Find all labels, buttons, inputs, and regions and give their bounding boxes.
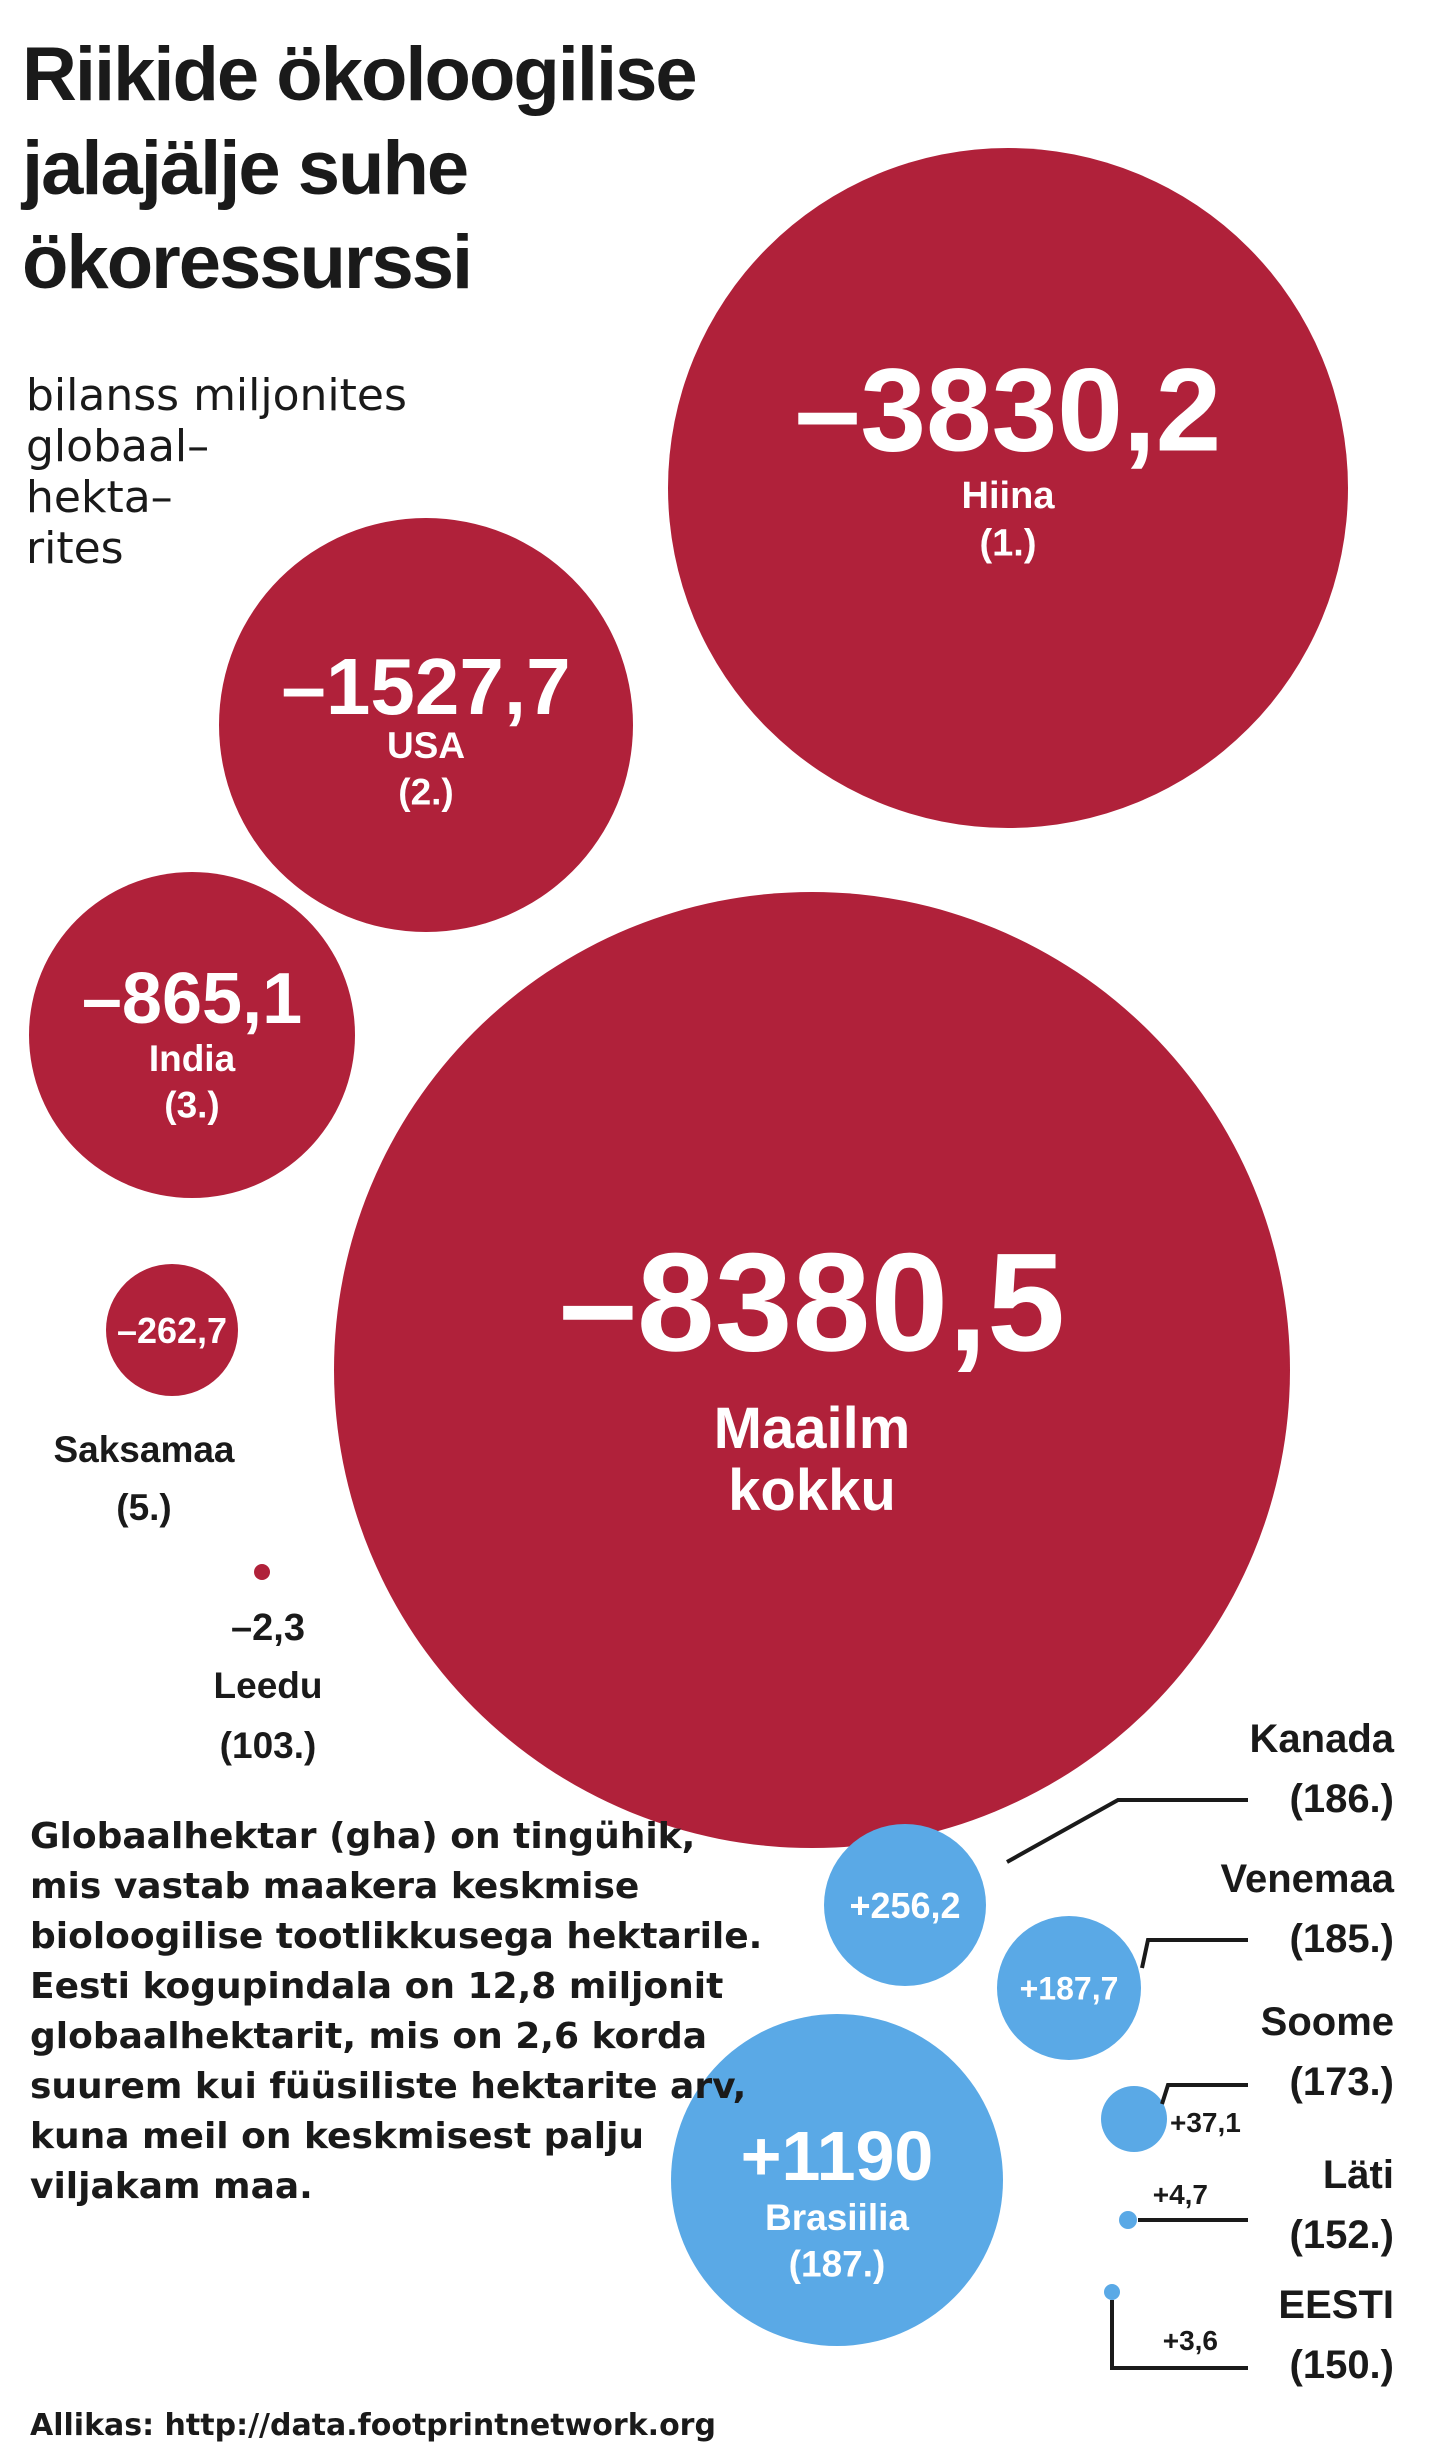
bubble-läti — [1119, 2211, 1137, 2229]
leader-line-venemaa — [1140, 1938, 1248, 1969]
leader-line-kanada — [1006, 1798, 1248, 1864]
value-label-läti: +4,7 — [1153, 2179, 1208, 2210]
rank-label-leedu: (103.) — [220, 1725, 317, 1766]
value-label-leedu: –2,3 — [231, 1607, 305, 1649]
name-label-maailm-kokku-0: Maailm — [714, 1396, 911, 1461]
value-label-india: –865,1 — [82, 959, 302, 1039]
leader-line-eesti — [1110, 2300, 1248, 2370]
value-label-maailm-kokku: –8380,5 — [559, 1223, 1065, 1380]
name-label-eesti: EESTI — [1278, 2283, 1394, 2327]
rank-label-usa: (2.) — [398, 771, 454, 812]
value-label-venemaa: +187,7 — [1020, 1971, 1119, 2007]
value-label-brasiilia: +1190 — [741, 2117, 934, 2195]
rank-label-kanada: (186.) — [1290, 1777, 1395, 1821]
rank-label-hiina: (1.) — [980, 523, 1037, 565]
value-label-saksamaa: –262,7 — [117, 1310, 227, 1351]
name-label-maailm-kokku-1: kokku — [728, 1458, 896, 1523]
name-label-usa: USA — [387, 725, 465, 766]
name-label-soome: Soome — [1261, 2000, 1394, 2044]
bubble-venemaa — [997, 1916, 1141, 2060]
rank-label-venemaa: (185.) — [1290, 1917, 1395, 1961]
bubble-leedu — [254, 1564, 270, 1580]
bubble-saksamaa — [106, 1264, 238, 1396]
rank-label-eesti: (150.) — [1290, 2343, 1395, 2387]
explanatory-note: Globaalhektar (gha) on tingühik, mis vas… — [30, 1816, 763, 2207]
bubble-maailm-kokku — [334, 892, 1290, 1848]
name-label-india: India — [149, 1038, 236, 1079]
name-label-venemaa: Venemaa — [1221, 1857, 1395, 1901]
name-label-brasiilia: Brasiilia — [765, 2197, 909, 2238]
bubble-india — [29, 872, 355, 1198]
source-credit: Allikas: http://data.footprintnetwork.or… — [30, 2408, 716, 2443]
value-label-soome: +37,1 — [1170, 2107, 1241, 2138]
value-label-usa: –1527,7 — [281, 642, 570, 731]
rank-label-india: (3.) — [164, 1084, 220, 1125]
name-label-läti: Läti — [1323, 2153, 1394, 2197]
rank-label-saksamaa: (5.) — [116, 1487, 172, 1528]
bubble-usa — [219, 518, 633, 932]
bubble-brasiilia — [671, 2014, 1003, 2346]
rank-label-brasiilia: (187.) — [789, 2243, 886, 2284]
name-label-hiina: Hiina — [962, 475, 1056, 517]
page-title: Riikide ökoloogilise jalajälje suhe ökor… — [22, 32, 698, 305]
value-label-hiina: –3830,2 — [795, 344, 1222, 476]
name-label-kanada: Kanada — [1250, 1717, 1395, 1761]
name-label-leedu: Leedu — [214, 1665, 323, 1706]
value-label-kanada: +256,2 — [849, 1885, 960, 1926]
value-label-eesti: +3,6 — [1163, 2325, 1218, 2356]
bubble-soome — [1101, 2086, 1167, 2152]
rank-label-soome: (173.) — [1290, 2060, 1395, 2104]
chart-unit: bilanss miljonites globaal– hekta– rites — [26, 370, 407, 574]
bubble-hiina — [668, 148, 1348, 828]
name-label-saksamaa: Saksamaa — [53, 1429, 234, 1470]
leader-line-soome — [1160, 2083, 1248, 2105]
rank-label-läti: (152.) — [1290, 2213, 1395, 2257]
bubble-kanada — [824, 1824, 986, 1986]
bubble-eesti — [1104, 2284, 1120, 2300]
